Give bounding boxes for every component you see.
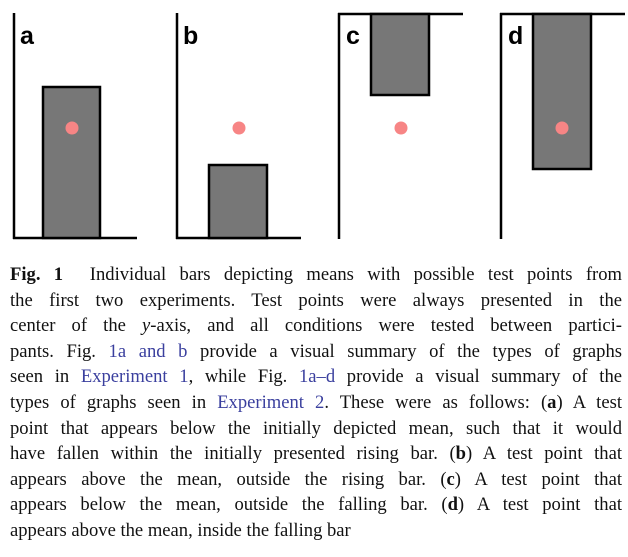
panel-d: d [499, 12, 625, 239]
caption-line-6: types of graphs seen in Experiment 2. Th… [10, 390, 622, 416]
caption-text: the first two experiments. Test points w… [10, 289, 622, 311]
panel-d-falling-bar [531, 12, 593, 171]
caption-text: ) A test point that [457, 494, 622, 516]
caption-text: ) A test point that [466, 443, 622, 465]
figure-1a-b-link[interactable]: 1a and b [108, 340, 188, 362]
caption-text: provide a visual summary of the [335, 366, 623, 388]
caption-bold-a: a [547, 391, 557, 413]
caption-text: Individual bars depicting means with pos… [89, 264, 622, 285]
caption-line-4: pants. Fig. 1a and b provide a visual su… [10, 339, 622, 365]
caption-text: pants. Fig. [10, 340, 109, 362]
caption-text: seen in [10, 366, 81, 388]
caption-line-10: appears below the mean, outside the fall… [10, 492, 622, 518]
panel-a: a [12, 13, 137, 240]
caption-text: have fallen within the initially present… [10, 443, 456, 465]
caption-line-9: appears above the mean, outside the risi… [10, 467, 622, 493]
panel-c: c [337, 12, 463, 239]
caption-text: center of the [10, 315, 143, 337]
caption-line-7: point that appears below the initially d… [10, 416, 622, 442]
figure-1a-d-link[interactable]: 1a–d [298, 366, 336, 388]
panel-c-test-point [394, 121, 408, 135]
caption-bold-c: c [446, 468, 455, 490]
panel-d-label: d [508, 22, 523, 50]
panel-c-falling-bar [369, 12, 431, 97]
caption-line-8: have fallen within the initially present… [10, 441, 622, 467]
caption-text: provide a visual summary of the types of… [187, 340, 622, 362]
caption-text: . These were as follows: ( [324, 391, 548, 413]
caption-italic-y: y [142, 315, 151, 337]
caption-bold-b: b [455, 443, 466, 465]
caption-text: appears above the mean, outside the risi… [10, 468, 447, 490]
figure-caption: Fig. 1 Individual bars depicting means w… [10, 262, 622, 544]
caption-line-5: seen in Experiment 1, while Fig. 1a–d pr… [10, 364, 622, 390]
panel-a-test-point [65, 121, 79, 135]
caption-text: ) A test [556, 391, 622, 413]
figure-label: Fig. 1 [10, 264, 64, 285]
experiment-2-link[interactable]: Experiment 2 [217, 391, 325, 413]
panel-c-label: c [346, 22, 360, 50]
caption-line-11: appears above the mean, inside the falli… [10, 518, 622, 544]
panel-b-label: b [183, 22, 198, 50]
caption-line-3: center of the y-axis, and all conditions… [10, 313, 622, 339]
panel-b: b [175, 13, 301, 240]
panel-d-test-point [555, 121, 569, 135]
caption-bold-d: d [447, 494, 458, 516]
panel-b-test-point [232, 121, 246, 135]
caption-line-2: the first two experiments. Test points w… [10, 288, 622, 314]
panel-a-rising-bar [41, 85, 102, 240]
caption-text: , while Fig. [188, 366, 299, 388]
caption-text: -axis, and all conditions were tested be… [150, 315, 622, 337]
figure-1-panels: a b c d [12, 12, 625, 240]
caption-text: ) A test point that [454, 468, 622, 490]
caption-text: point that appears below the initially d… [10, 417, 622, 439]
panel-a-label: a [20, 22, 35, 50]
caption-text: appears above the mean, inside the falli… [10, 519, 351, 541]
experiment-1-link[interactable]: Experiment 1 [80, 366, 189, 388]
panel-b-rising-bar [207, 163, 269, 240]
caption-text: appears below the mean, outside the fall… [10, 494, 448, 516]
caption-text: types of graphs seen in [10, 391, 218, 413]
caption-line-1: Fig. 1 Individual bars depicting means w… [10, 262, 622, 288]
